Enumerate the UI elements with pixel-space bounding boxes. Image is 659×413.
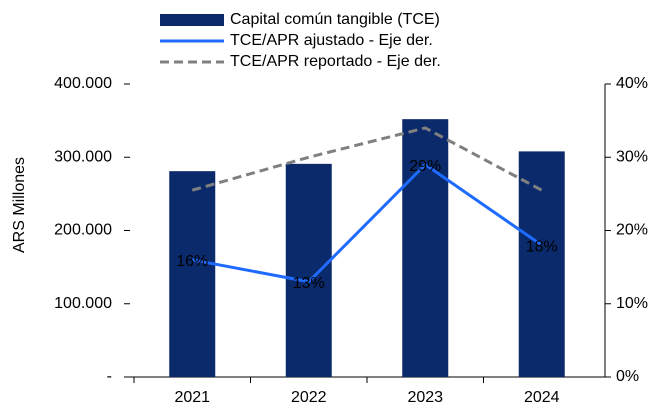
y-tick-label: 200.000 xyxy=(54,222,112,239)
legend-label: TCE/APR ajustado - Eje der. xyxy=(230,32,433,49)
legend-label: Capital común tangible (TCE) xyxy=(230,11,440,28)
line xyxy=(191,162,543,284)
x-tick-label: 2022 xyxy=(291,389,327,406)
data-label: 18% xyxy=(526,238,558,255)
line xyxy=(191,126,543,192)
y2-tick-label: 0% xyxy=(616,368,639,385)
bar xyxy=(402,119,449,377)
y2-tick-label: 10% xyxy=(616,295,648,312)
legend-swatch xyxy=(160,14,224,26)
data-label: 13% xyxy=(293,275,325,292)
y-tick-label: 400.000 xyxy=(54,75,112,92)
bar xyxy=(169,171,216,377)
y2-tick-label: 20% xyxy=(616,222,648,239)
y-tick-label: - xyxy=(107,368,112,385)
data-label: 16% xyxy=(176,253,208,270)
x-tick-label: 2024 xyxy=(524,389,560,406)
y2-tick-label: 30% xyxy=(616,148,648,165)
y-axis-label: ARS Millones xyxy=(11,157,28,253)
bar xyxy=(518,151,565,377)
x-tick-label: 2023 xyxy=(407,389,443,406)
bar xyxy=(285,163,332,377)
y-tick-label: 300.000 xyxy=(54,148,112,165)
legend-label: TCE/APR reportado - Eje der. xyxy=(230,53,441,70)
data-label: 29% xyxy=(409,158,441,175)
y2-tick-label: 40% xyxy=(616,75,648,92)
y-tick-label: 100.000 xyxy=(54,295,112,312)
x-tick-label: 2021 xyxy=(174,389,210,406)
